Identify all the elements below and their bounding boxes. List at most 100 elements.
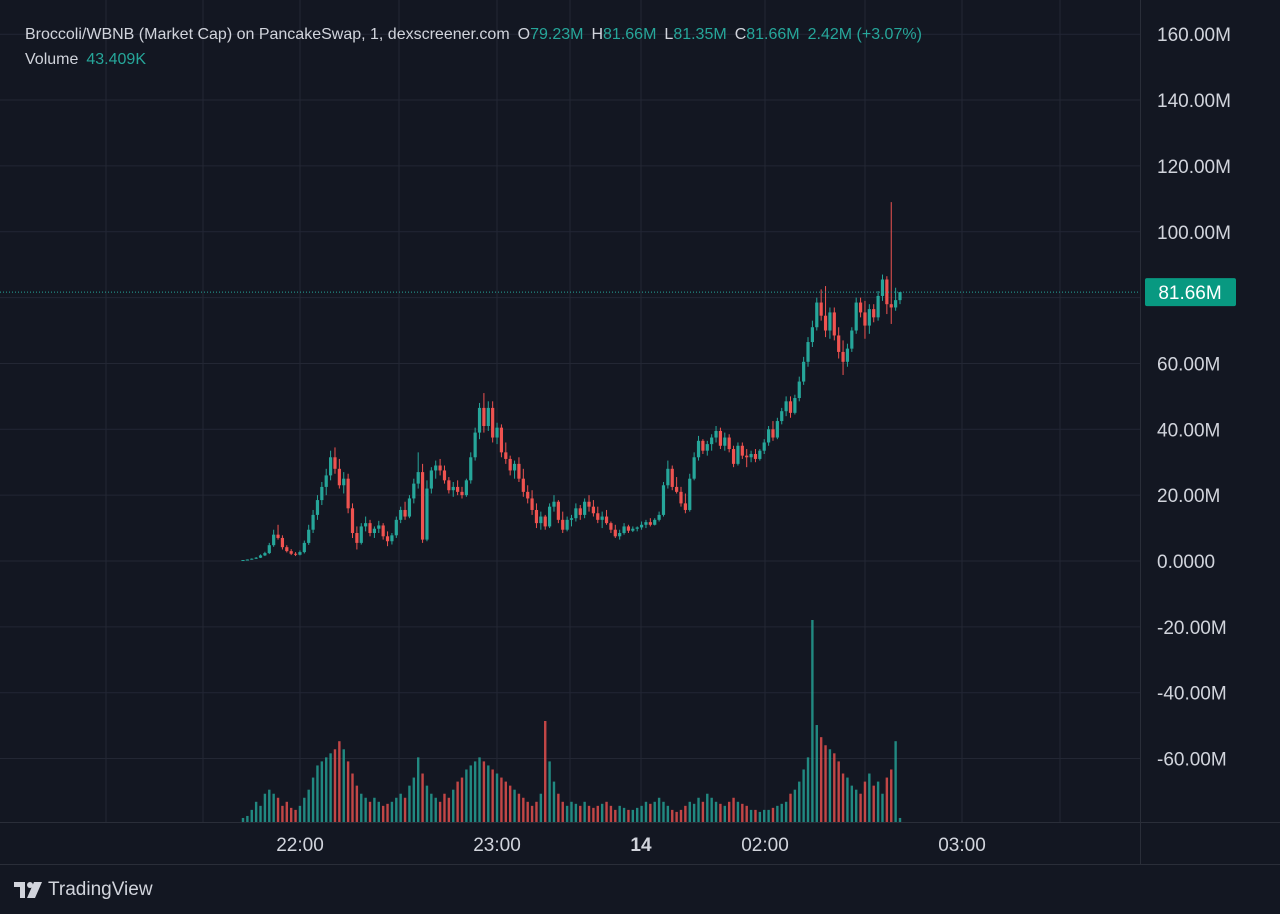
candle [254,557,258,560]
volume-bar [473,761,477,822]
candle-body [574,508,578,519]
volume-label[interactable]: Volume [25,51,79,68]
y-tick-label: 20.00M [1157,486,1220,507]
candle [823,286,828,338]
volume-bar [627,809,630,822]
y-tick-label: -20.00M [1157,618,1227,639]
volume-bar [285,801,288,822]
volume-bar [587,805,591,822]
candle-body [416,472,420,484]
candle [333,447,337,474]
candle-body [556,501,560,520]
candle [504,442,508,464]
volume-bar [268,789,271,822]
volume-bar [872,785,875,822]
candle-body [727,437,731,450]
volume-bar [329,753,332,822]
volume-bar [609,805,613,822]
candle [806,337,810,367]
candle [258,554,263,559]
volume-bar [653,801,656,822]
volume-bar [447,797,451,822]
volume-bar [373,797,376,822]
volume-bar [600,803,604,822]
candle [850,327,854,352]
volume-bar [443,793,446,822]
candle [596,506,600,524]
volume-bar [570,801,573,822]
candle-body [412,483,416,499]
candle-body [359,526,363,543]
candle [534,503,539,529]
volume-bar [250,809,253,822]
candle-body [482,407,486,427]
candle-body [775,421,779,438]
volume-bar [263,793,267,822]
candle [775,417,779,440]
volume-bar [289,807,293,822]
candle [241,560,245,562]
volume-bar [631,809,635,822]
candle-body [723,437,727,446]
candle-body [762,442,766,451]
candle-body [565,519,569,530]
symbol-title[interactable]: Broccoli/WBNB (Market Cap) on PancakeSwa… [25,26,510,43]
volume-bar [618,805,621,822]
tradingview-brand[interactable]: TradingView [14,878,153,902]
candle [639,521,644,530]
volume-bar [325,757,328,822]
volume-bar [241,817,245,822]
candle [451,481,455,497]
volume-bar [719,803,722,822]
volume-bar [434,797,437,822]
volume-bar [684,805,687,822]
candle-body [679,491,683,504]
price-axis[interactable]: 160.00M 140.00M 120.00M 100.00M 60.00M 40.00M… [1157,25,1231,770]
volume-bar [246,815,249,822]
candle [762,439,766,454]
candle-body [337,468,341,486]
candle [324,468,328,496]
volume-bar [395,797,398,822]
candle [276,524,280,540]
volume-bar [452,789,455,822]
x-tick-label: 22:00 [276,835,324,856]
candle [753,449,758,463]
volume-bar [741,803,744,822]
candle-body [521,478,525,492]
candle [565,516,569,532]
candle-body [245,559,249,561]
candle [517,457,521,482]
candle-body [508,458,512,471]
candle-body [731,449,736,464]
candle [675,477,679,494]
candle [337,458,341,489]
last-price-label: 81.66M [1158,283,1221,304]
time-axis[interactable]: 22:00 23:00 14 02:00 03:00 [0,0,1280,865]
candle-body [806,342,810,362]
candle-body [552,501,556,507]
low-key: L [664,26,674,43]
candle-body [241,560,245,562]
volume-bar [272,793,275,822]
candle [280,535,285,550]
open-key: O [517,26,531,43]
candle-body [548,506,552,527]
candle [372,526,376,538]
candle-body [710,437,714,445]
volume-bar [798,781,801,822]
candle-body [442,470,447,481]
candle [661,481,666,517]
candle-body [486,407,490,427]
volume-bar [456,781,459,822]
candle-body [692,457,696,479]
candle-body [434,465,438,471]
candle [810,320,814,347]
candle-body [420,472,425,540]
candle-body [705,444,709,451]
candle-body [293,553,298,555]
volume-bar [675,811,678,822]
candle [526,485,530,504]
candle [635,526,639,532]
